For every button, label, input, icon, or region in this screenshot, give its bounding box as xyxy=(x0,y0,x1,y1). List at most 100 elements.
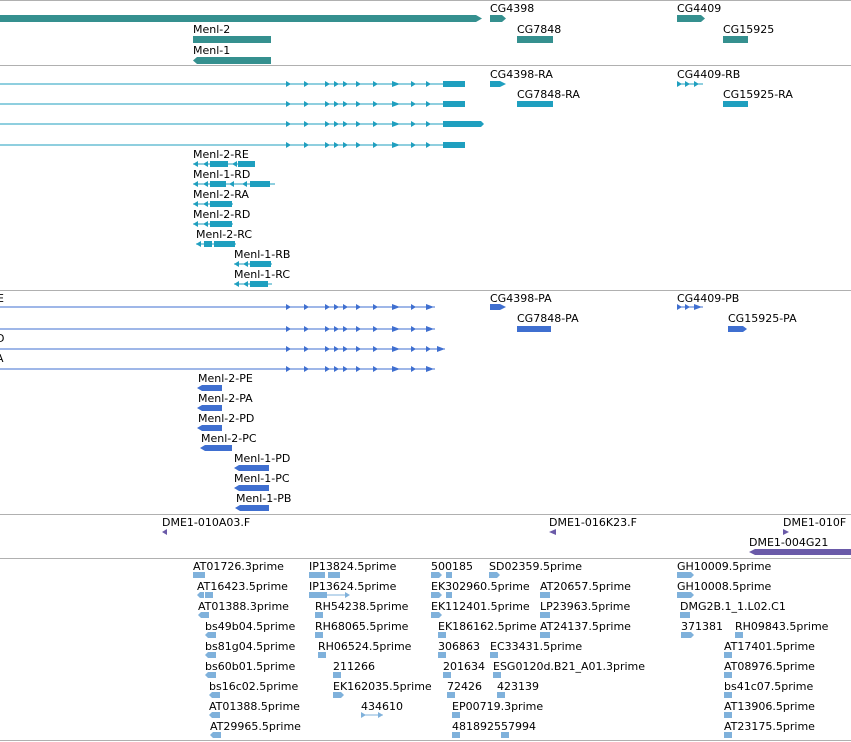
est-feature[interactable] xyxy=(309,592,350,598)
est-feature[interactable] xyxy=(724,712,732,718)
est-feature[interactable] xyxy=(540,592,550,598)
est-label[interactable]: bs16c02.5prime xyxy=(209,680,299,693)
est-label[interactable]: RH68065.5prime xyxy=(315,620,409,633)
est-feature[interactable] xyxy=(540,612,550,618)
est-feature[interactable] xyxy=(438,632,446,638)
clone-feature-dme1-010f[interactable] xyxy=(783,529,789,535)
transcript-label[interactable]: CG15925-RA xyxy=(723,88,793,101)
est-feature[interactable] xyxy=(210,732,221,738)
est-feature[interactable] xyxy=(197,592,213,598)
transcript-feature-menl-2-rc[interactable] xyxy=(196,241,236,247)
transcript-label[interactable]: CG4409-RB xyxy=(677,68,741,81)
gene-label[interactable]: CG7848 xyxy=(517,23,562,36)
transcript-label[interactable]: Menl-2-RE xyxy=(193,148,249,161)
protein-label[interactable]: Menl-2-PA xyxy=(198,392,253,405)
est-label[interactable]: 211266 xyxy=(333,660,375,673)
transcript-feature-menl-1-rc[interactable] xyxy=(234,281,272,287)
est-feature[interactable] xyxy=(209,712,220,718)
protein-label[interactable]: CG4398-PA xyxy=(490,292,552,305)
est-feature[interactable] xyxy=(497,692,505,698)
transcript-model[interactable] xyxy=(0,101,465,107)
transcript-feature-menl-1-rb[interactable] xyxy=(234,261,272,267)
clone-feature-dme1-016k23[interactable] xyxy=(549,529,556,535)
transcript-feature-menl-2-re[interactable] xyxy=(193,161,255,167)
protein-label[interactable]: Menl-2-PE xyxy=(198,372,253,385)
transcript-label[interactable]: Menl-2-RC xyxy=(196,228,252,241)
est-label[interactable]: SD02359.5prime xyxy=(489,560,582,573)
gene-label[interactable]: CG15925 xyxy=(723,23,775,36)
est-feature[interactable] xyxy=(431,592,452,598)
est-label[interactable]: GH10008.5prime xyxy=(677,580,772,593)
est-feature[interactable] xyxy=(677,592,694,598)
est-label[interactable]: AT08976.5prime xyxy=(724,660,815,673)
clone-feature-dme1-004g21[interactable] xyxy=(749,549,851,555)
transcript-label[interactable]: CG7848-RA xyxy=(517,88,580,101)
protein-label[interactable]: CG7848-PA xyxy=(517,312,579,325)
est-feature[interactable] xyxy=(198,612,209,618)
est-label[interactable]: EK162035.5prime xyxy=(333,680,432,693)
est-label[interactable]: LP23963.5prime xyxy=(540,600,631,613)
est-label[interactable]: AT23175.5prime xyxy=(724,720,815,733)
est-feature[interactable] xyxy=(333,672,341,678)
est-feature[interactable] xyxy=(540,632,550,638)
est-feature[interactable] xyxy=(452,732,460,738)
est-feature[interactable] xyxy=(361,712,383,718)
protein-feature-menl-1-pb[interactable] xyxy=(235,505,269,511)
est-feature[interactable] xyxy=(452,712,460,718)
protein-feature-menl-2-pc[interactable] xyxy=(200,445,232,451)
transcript-label[interactable]: Menl-1-RB xyxy=(234,248,291,261)
transcript-model[interactable] xyxy=(0,121,484,127)
protein-label[interactable]: CG4409-PB xyxy=(677,292,740,305)
est-feature[interactable] xyxy=(447,692,455,698)
est-feature[interactable] xyxy=(724,692,732,698)
est-label[interactable]: IP13824.5prime xyxy=(309,560,397,573)
protein-feature-menl-2-pd[interactable] xyxy=(197,425,222,431)
est-feature[interactable] xyxy=(193,572,205,578)
est-label[interactable]: bs60b01.5prime xyxy=(205,660,296,673)
transcript-label[interactable]: Menl-1-RC xyxy=(234,268,290,281)
protein-feature-cg4409-pb[interactable] xyxy=(677,304,703,310)
est-feature[interactable] xyxy=(735,632,743,638)
est-label[interactable]: DMG2B.1_1.L02.C1 xyxy=(680,600,786,613)
protein-label[interactable]: CG15925-PA xyxy=(728,312,797,325)
est-feature[interactable] xyxy=(501,732,509,738)
est-label[interactable]: AT13906.5prime xyxy=(724,700,815,713)
transcript-feature-cg4398-ra[interactable] xyxy=(490,81,506,87)
clone-feature-dme1-010a03[interactable] xyxy=(162,529,167,535)
est-feature[interactable] xyxy=(209,692,220,698)
est-feature[interactable] xyxy=(680,612,690,618)
est-label[interactable]: bs49b04.5prime xyxy=(205,620,296,633)
gene-feature-cg4398[interactable] xyxy=(490,15,506,22)
est-feature[interactable] xyxy=(318,652,326,658)
transcript-feature-cg7848-ra[interactable] xyxy=(517,101,553,107)
est-label[interactable]: AT20657.5prime xyxy=(540,580,631,593)
est-feature[interactable] xyxy=(438,652,446,658)
transcript-label[interactable]: CG4398-RA xyxy=(490,68,553,81)
protein-feature-menl-1-pd[interactable] xyxy=(234,465,269,471)
protein-feature-cg4398-pa[interactable] xyxy=(490,304,506,310)
est-label[interactable]: 500185 xyxy=(431,560,473,573)
est-feature[interactable] xyxy=(431,612,442,618)
est-label[interactable]: AT17401.5prime xyxy=(724,640,815,653)
protein-label[interactable]: Menl-2-PC xyxy=(201,432,257,445)
gene-label[interactable]: Menl-1 xyxy=(193,44,231,57)
transcript-model[interactable] xyxy=(0,81,465,87)
gene-feature-menl-1[interactable] xyxy=(193,57,271,64)
protein-feature-cg7848-pa[interactable] xyxy=(517,326,551,332)
gene-feature-menl-2[interactable] xyxy=(193,36,271,43)
protein-model[interactable] xyxy=(0,366,435,372)
est-label[interactable]: AT16423.5prime xyxy=(197,580,288,593)
protein-label[interactable]: Menl-1-PD xyxy=(234,452,291,465)
gene-label[interactable]: CG4398 xyxy=(490,2,535,15)
est-feature[interactable] xyxy=(443,672,451,678)
protein-label[interactable]: Menl-1-PB xyxy=(236,492,292,505)
est-feature[interactable] xyxy=(205,672,216,678)
est-label[interactable]: EK186162.5prime xyxy=(438,620,537,633)
protein-feature-cg15925-pa[interactable] xyxy=(728,326,747,332)
est-feature[interactable] xyxy=(315,612,323,618)
clone-label[interactable]: DME1-010A03.F xyxy=(162,516,251,529)
est-label[interactable]: AT24137.5prime xyxy=(540,620,631,633)
est-label[interactable]: bs41c07.5prime xyxy=(724,680,814,693)
est-label[interactable]: bs81g04.5prime xyxy=(205,640,296,653)
est-label[interactable]: 481892557994 xyxy=(452,720,536,733)
